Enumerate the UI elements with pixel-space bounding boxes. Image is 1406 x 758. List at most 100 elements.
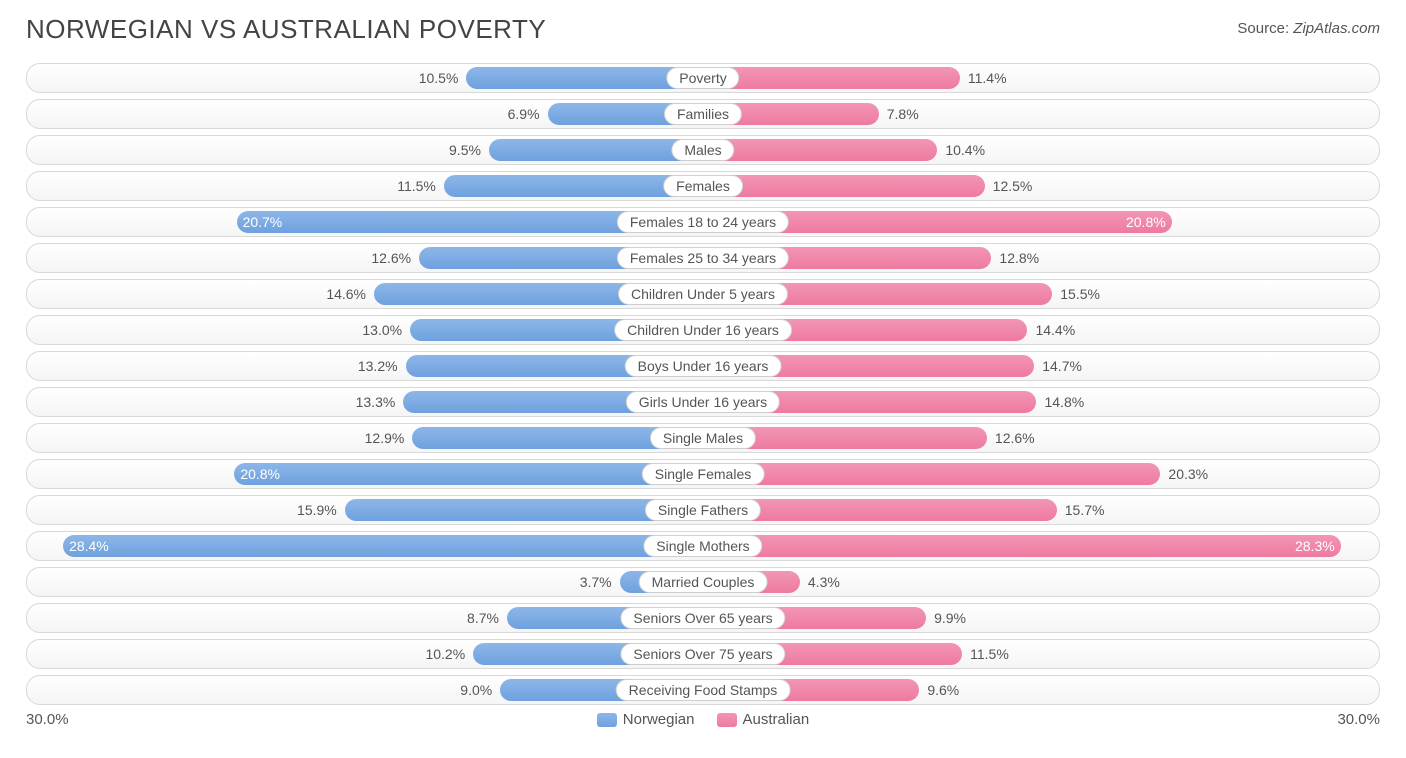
chart-row: 13.2% 14.7% Boys Under 16 years (26, 351, 1380, 381)
right-value: 11.4% (960, 70, 1007, 86)
left-value: 13.2% (358, 358, 406, 374)
left-half: 12.6% (27, 244, 703, 272)
left-half: 9.5% (27, 136, 703, 164)
left-value: 6.9% (508, 106, 548, 122)
category-pill: Seniors Over 65 years (620, 607, 785, 629)
right-half: 4.3% (703, 568, 1379, 596)
left-half: 11.5% (27, 172, 703, 200)
right-half: 15.5% (703, 280, 1379, 308)
category-pill: Children Under 5 years (618, 283, 788, 305)
right-half: 20.3% (703, 460, 1379, 488)
left-value: 28.4% (69, 538, 109, 554)
left-half: 15.9% (27, 496, 703, 524)
right-half: 14.8% (703, 388, 1379, 416)
left-value: 20.7% (243, 214, 283, 230)
left-value: 11.5% (397, 178, 444, 194)
right-half: 11.4% (703, 64, 1379, 92)
right-value: 15.5% (1052, 286, 1100, 302)
legend-swatch-pink (717, 713, 737, 727)
butterfly-chart: 10.5%11.4%Poverty6.9%7.8%Families9.5%10.… (26, 63, 1380, 705)
legend-label-right: Australian (743, 711, 810, 728)
axis-max-right: 30.0% (1337, 711, 1380, 728)
left-value: 14.6% (326, 286, 374, 302)
right-value: 4.3% (800, 574, 840, 590)
chart-row: 12.6% 12.8% Females 25 to 34 years (26, 243, 1380, 273)
right-bar: 10.4% (703, 139, 937, 161)
chart-row: 3.7% 4.3% Married Couples (26, 567, 1380, 597)
category-pill: Girls Under 16 years (626, 391, 780, 413)
left-half: 14.6% (27, 280, 703, 308)
right-value: 14.8% (1036, 394, 1084, 410)
source-name: ZipAtlas.com (1293, 20, 1380, 37)
right-value: 28.3% (1295, 538, 1335, 554)
category-pill: Single Fathers (645, 499, 761, 521)
chart-row: 9.0% 9.6% Receiving Food Stamps (26, 675, 1380, 705)
right-half: 10.4% (703, 136, 1379, 164)
right-value: 14.4% (1027, 322, 1075, 338)
category-pill: Receiving Food Stamps (616, 679, 791, 701)
left-value: 3.7% (580, 574, 620, 590)
right-value: 9.9% (926, 610, 966, 626)
right-half: 28.3% (703, 532, 1379, 560)
left-half: 28.4% (27, 532, 703, 560)
category-pill: Children Under 16 years (614, 319, 792, 341)
legend-item-australian: Australian (717, 711, 810, 728)
category-pill: Married Couples (639, 571, 768, 593)
left-value: 9.0% (460, 682, 500, 698)
right-half: 14.4% (703, 316, 1379, 344)
right-value: 10.4% (937, 142, 985, 158)
chart-row: 28.4% 28.3% Single Mothers (26, 531, 1380, 561)
right-value: 9.6% (919, 682, 959, 698)
left-bar: 28.4% (63, 535, 703, 557)
right-half: 11.5% (703, 640, 1379, 668)
left-half: 8.7% (27, 604, 703, 632)
chart-row: 10.5%11.4%Poverty (26, 63, 1380, 93)
left-value: 15.9% (297, 502, 345, 518)
chart-row: 15.9% 15.7% Single Fathers (26, 495, 1380, 525)
chart-title: NORWEGIAN VS AUSTRALIAN POVERTY (26, 14, 546, 45)
right-value: 14.7% (1034, 358, 1082, 374)
left-value: 10.5% (419, 70, 467, 86)
chart-header: NORWEGIAN VS AUSTRALIAN POVERTY Source: … (26, 14, 1380, 45)
right-value: 20.8% (1126, 214, 1166, 230)
left-half: 6.9% (27, 100, 703, 128)
right-bar: 28.3% (703, 535, 1341, 557)
category-pill: Single Mothers (643, 535, 762, 557)
chart-row: 20.7%20.8%Females 18 to 24 years (26, 207, 1380, 237)
left-half: 20.7% (27, 208, 703, 236)
right-value: 12.5% (985, 178, 1033, 194)
category-pill: Boys Under 16 years (625, 355, 782, 377)
right-half: 12.5% (703, 172, 1379, 200)
category-pill: Females (663, 175, 743, 197)
legend-label-left: Norwegian (623, 711, 695, 728)
right-value: 15.7% (1057, 502, 1105, 518)
chart-row: 8.7% 9.9% Seniors Over 65 years (26, 603, 1380, 633)
axis-max-left: 30.0% (26, 711, 69, 728)
right-value: 11.5% (962, 646, 1009, 662)
left-value: 20.8% (240, 466, 280, 482)
chart-row: 13.0% 14.4% Children Under 16 years (26, 315, 1380, 345)
right-bar: 20.3% (703, 463, 1160, 485)
right-half: 12.6% (703, 424, 1379, 452)
left-half: 9.0% (27, 676, 703, 704)
right-value: 20.3% (1160, 466, 1208, 482)
chart-row: 6.9%7.8%Families (26, 99, 1380, 129)
right-bar: 11.4% (703, 67, 960, 89)
legend-swatch-blue (597, 713, 617, 727)
right-half: 14.7% (703, 352, 1379, 380)
left-value: 12.6% (371, 250, 419, 266)
left-half: 3.7% (27, 568, 703, 596)
category-pill: Seniors Over 75 years (620, 643, 785, 665)
chart-row: 20.8%20.3%Single Females (26, 459, 1380, 489)
left-half: 20.8% (27, 460, 703, 488)
right-half: 9.6% (703, 676, 1379, 704)
left-value: 13.0% (362, 322, 410, 338)
left-value: 9.5% (449, 142, 489, 158)
left-half: 10.5% (27, 64, 703, 92)
right-value: 12.8% (991, 250, 1039, 266)
chart-row: 12.9%12.6%Single Males (26, 423, 1380, 453)
right-bar: 12.5% (703, 175, 985, 197)
category-pill: Families (664, 103, 742, 125)
category-pill: Females 25 to 34 years (617, 247, 789, 269)
left-value: 12.9% (365, 430, 413, 446)
